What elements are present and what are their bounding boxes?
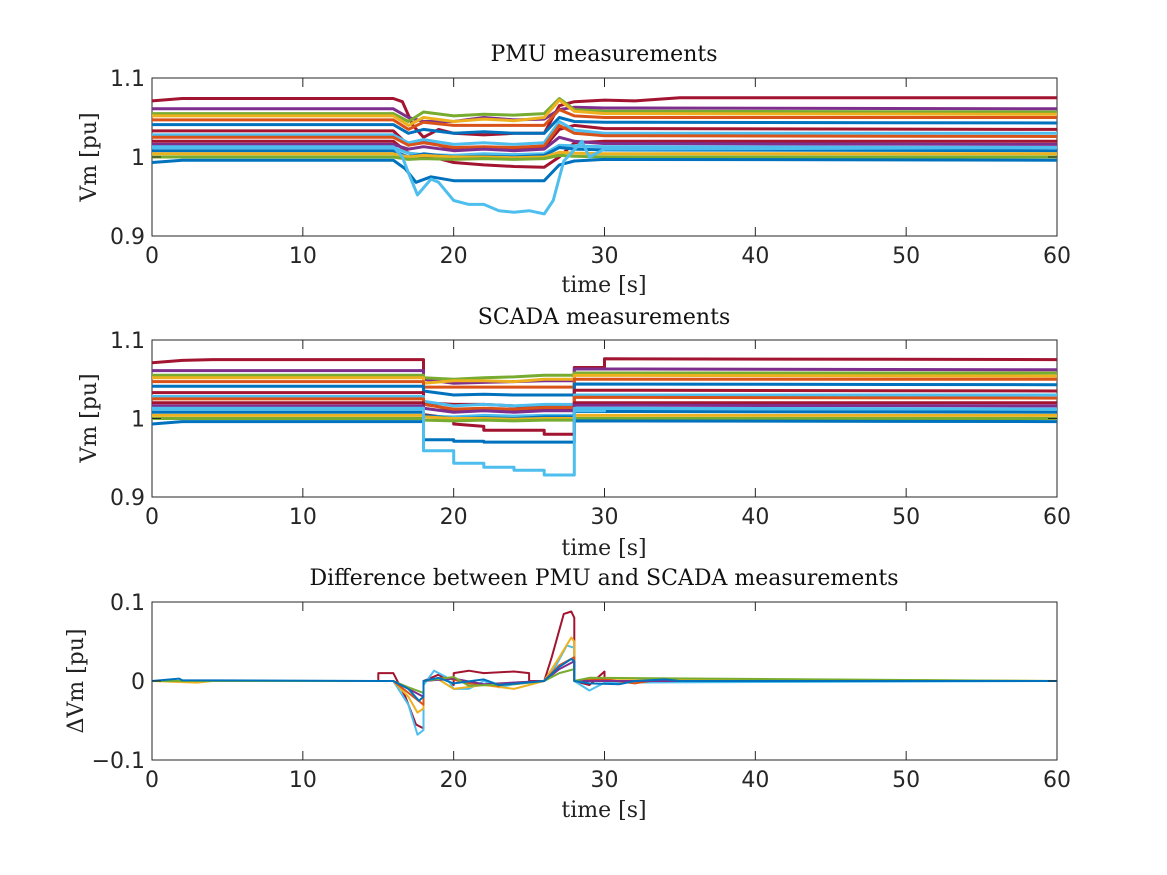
x-tick-label: 30 bbox=[591, 768, 619, 793]
chart-title: SCADA measurements bbox=[478, 305, 730, 330]
series-line-17 bbox=[152, 406, 1057, 477]
x-tick-label: 50 bbox=[892, 244, 920, 269]
x-tick-label: 60 bbox=[1043, 768, 1071, 793]
x-axis-label: time [s] bbox=[561, 273, 646, 298]
y-axis-label: Vm [pu] bbox=[77, 373, 102, 463]
x-tick-label: 40 bbox=[741, 244, 769, 269]
axis-layer: 0 10 20 30 40 50 60 0.9 1 1.1 bbox=[110, 329, 1071, 530]
series-line-3 bbox=[152, 97, 1057, 123]
series-line-1 bbox=[152, 96, 1057, 139]
axis-layer: 0 10 20 30 40 50 60−0.100.1 bbox=[92, 591, 1071, 793]
x-tick-label: 40 bbox=[741, 768, 769, 793]
chart-title: Difference between PMU and SCADA measure… bbox=[309, 566, 898, 591]
x-tick-label: 30 bbox=[591, 505, 619, 530]
x-tick-label: 10 bbox=[289, 768, 317, 793]
difference-panel: Difference between PMU and SCADA measure… bbox=[64, 566, 1071, 823]
pmu-measurements-panel: PMU measurements 0 10 20 30 40 50 60 0.9 1 1.1 ti… bbox=[77, 42, 1071, 298]
series-line-6 bbox=[152, 116, 1057, 135]
y-tick-label: 1.1 bbox=[110, 67, 145, 92]
y-tick-label: 0.9 bbox=[110, 486, 145, 511]
series-line-4 bbox=[152, 98, 1057, 127]
y-tick-label: 0.9 bbox=[110, 225, 145, 250]
x-tick-label: 20 bbox=[440, 244, 468, 269]
y-tick-label: 0.1 bbox=[110, 591, 145, 616]
x-tick-label: 20 bbox=[440, 505, 468, 530]
x-tick-label: 50 bbox=[892, 768, 920, 793]
x-tick-label: 0 bbox=[145, 505, 159, 530]
y-tick-label: −0.1 bbox=[92, 749, 145, 774]
series-layer bbox=[152, 96, 1057, 216]
series-line-8 bbox=[152, 120, 1057, 146]
series-line-14 bbox=[152, 150, 1057, 160]
y-axis-label: Vm [pu] bbox=[77, 112, 102, 202]
series-line-16 bbox=[152, 157, 1057, 184]
series-line-17 bbox=[152, 139, 1057, 216]
x-axis-label: time [s] bbox=[561, 798, 646, 823]
x-tick-label: 30 bbox=[591, 244, 619, 269]
series-layer bbox=[152, 610, 1057, 736]
x-tick-label: 60 bbox=[1043, 244, 1071, 269]
x-tick-label: 0 bbox=[145, 768, 159, 793]
scada-measurements-panel: SCADA measurements 0 10 20 30 40 50 600.911.1 … bbox=[77, 305, 1071, 561]
x-tick-label: 10 bbox=[289, 244, 317, 269]
x-tick-label: 60 bbox=[1043, 505, 1071, 530]
series-line-11 bbox=[152, 135, 1057, 153]
chart-title: PMU measurements bbox=[490, 42, 717, 67]
x-tick-label: 0 bbox=[145, 244, 159, 269]
axis-layer: 0 10 20 30 40 50 60 0.9 1 1.1 bbox=[110, 67, 1071, 269]
x-axis-label: time [s] bbox=[561, 536, 646, 561]
series-line-15 bbox=[152, 153, 1057, 161]
x-tick-label: 50 bbox=[892, 505, 920, 530]
series-line-9 bbox=[152, 123, 1057, 149]
y-axis-label: ΔVm [pu] bbox=[64, 628, 89, 733]
x-tick-label: 40 bbox=[741, 505, 769, 530]
y-tick-label: 1.1 bbox=[110, 329, 145, 354]
x-tick-label: 10 bbox=[289, 505, 317, 530]
series-line-7 bbox=[152, 657, 1057, 702]
series-layer bbox=[152, 357, 1057, 477]
y-tick-label: 1 bbox=[131, 146, 145, 171]
y-tick-label: 1 bbox=[131, 408, 145, 433]
y-tick-label: 0 bbox=[131, 670, 145, 695]
series-line-5 bbox=[152, 108, 1057, 131]
x-tick-label: 20 bbox=[440, 768, 468, 793]
